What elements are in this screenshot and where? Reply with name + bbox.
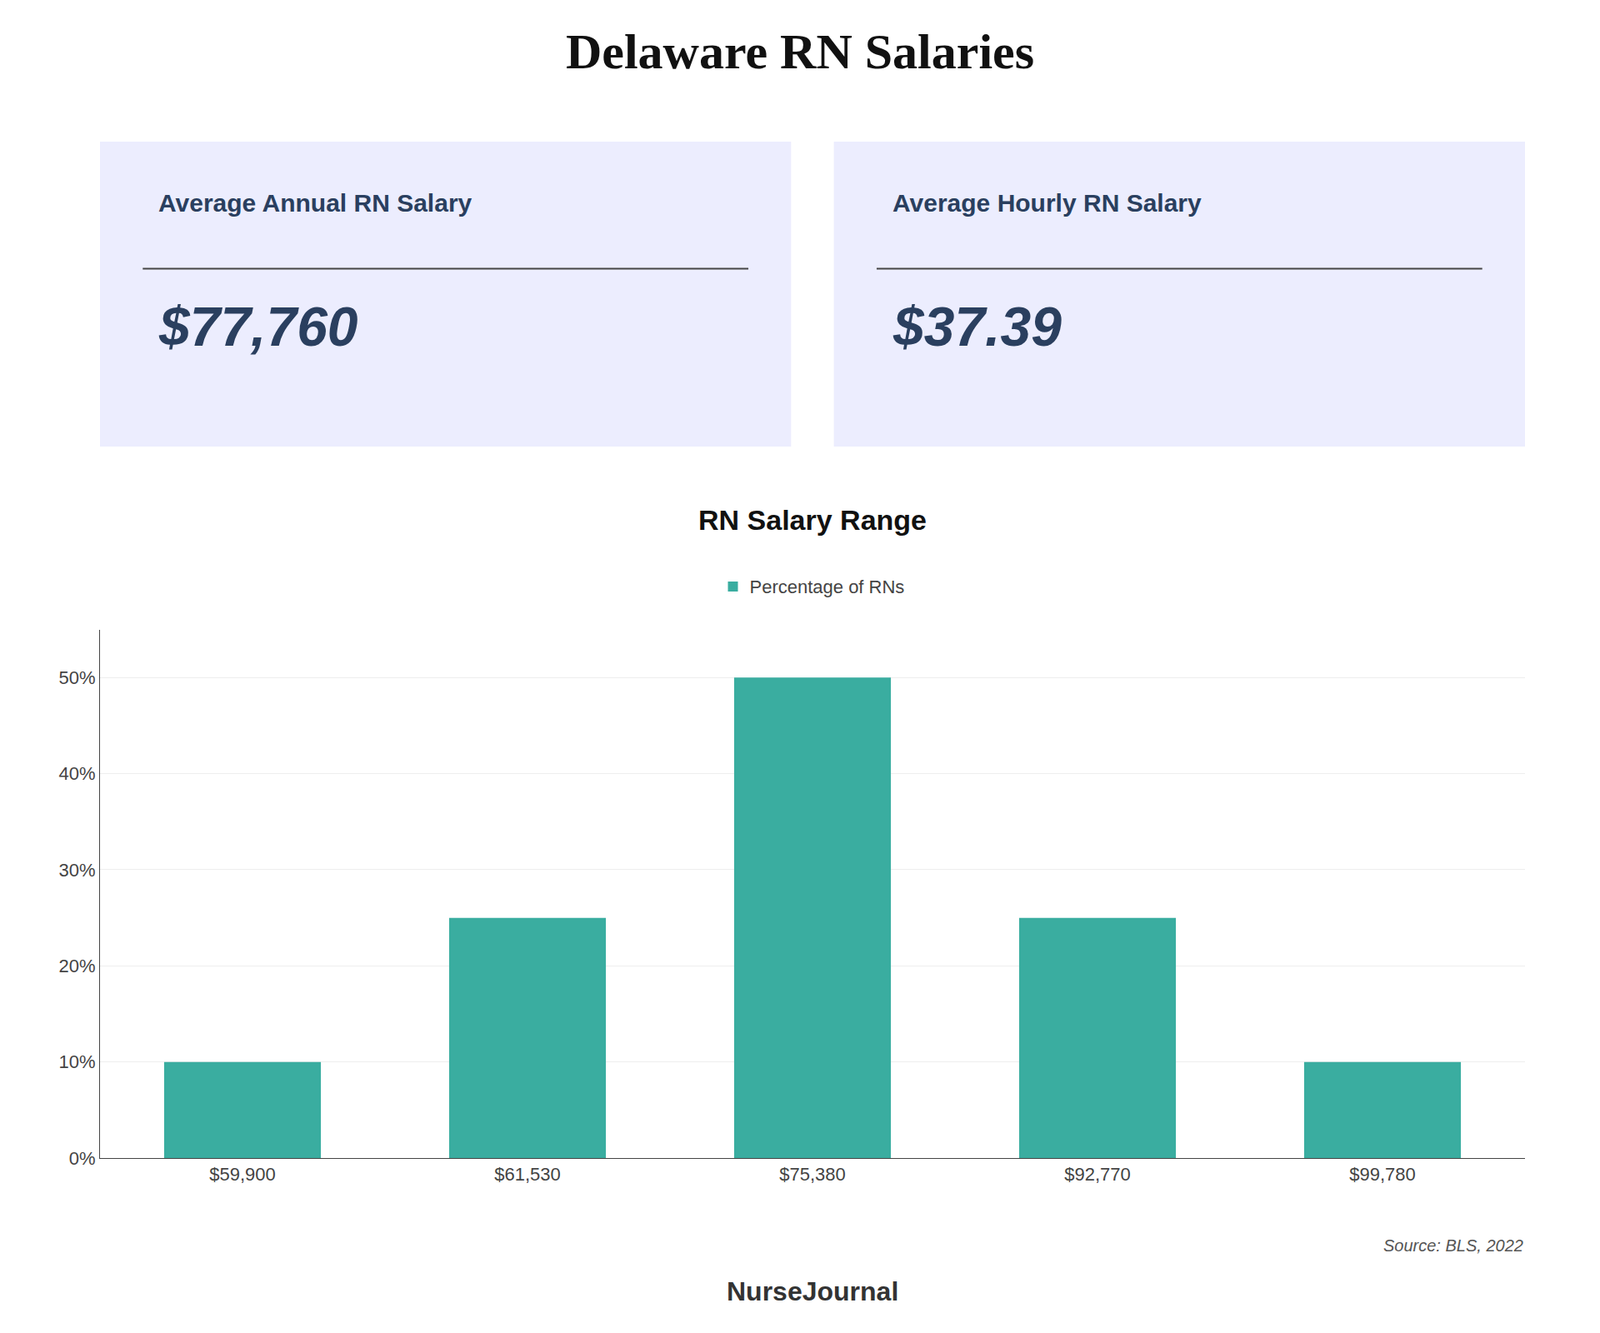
svg-text:Percentage of RNs: Percentage of RNs (750, 576, 905, 598)
svg-text:$92,770: $92,770 (1064, 1164, 1131, 1185)
svg-text:$61,530: $61,530 (494, 1164, 561, 1185)
svg-text:10%: 10% (59, 1051, 96, 1073)
svg-text:Average Annual RN Salary: Average Annual RN Salary (158, 189, 473, 217)
svg-text:50%: 50% (59, 667, 96, 689)
svg-text:$75,380: $75,380 (779, 1164, 846, 1185)
svg-text:$59,900: $59,900 (209, 1164, 276, 1185)
svg-text:$37.39: $37.39 (892, 295, 1062, 358)
svg-text:0%: 0% (69, 1148, 96, 1170)
svg-text:$77,760: $77,760 (158, 295, 359, 358)
svg-text:40%: 40% (59, 763, 96, 785)
svg-text:Source: BLS, 2022: Source: BLS, 2022 (1383, 1236, 1524, 1255)
svg-text:20%: 20% (59, 955, 96, 977)
svg-text:Delaware RN Salaries: Delaware RN Salaries (565, 24, 1035, 80)
svg-text:Average Hourly RN Salary: Average Hourly RN Salary (892, 189, 1202, 217)
svg-text:NurseJournal: NurseJournal (726, 1276, 899, 1307)
svg-text:30%: 30% (59, 860, 96, 881)
svg-text:RN Salary Range: RN Salary Range (698, 504, 927, 536)
svg-text:$99,780: $99,780 (1349, 1164, 1416, 1185)
